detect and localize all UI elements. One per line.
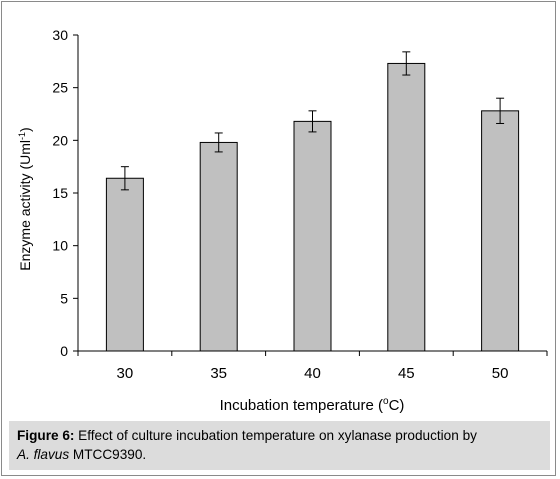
caption-species: A. flavus	[17, 447, 70, 462]
y-tick-label: 25	[52, 80, 68, 96]
x-tick-label: 40	[304, 365, 321, 382]
y-axis-label: Enzyme activity (Uml-1)	[17, 127, 33, 270]
plot-area: 0 5 10 15 20 25 30 30 35 40 45 50	[52, 27, 548, 382]
x-tick-label: 30	[117, 365, 134, 382]
bar	[105, 177, 144, 352]
x-tick-label: 45	[398, 365, 415, 382]
y-tick-label: 5	[60, 290, 68, 306]
y-tick-label: 10	[52, 238, 68, 254]
y-tick-label: 20	[52, 132, 68, 148]
bar	[199, 141, 238, 352]
caption-strain: MTCC9390.	[69, 447, 147, 462]
figure-caption: Figure 6: Effect of culture incubation t…	[9, 421, 550, 470]
y-tick-label: 30	[52, 27, 68, 43]
y-tick-label: 0	[60, 343, 68, 359]
x-axis-label: Incubation temperature (oC)	[220, 396, 405, 414]
bar	[293, 120, 332, 352]
bar	[387, 62, 426, 352]
bar	[481, 110, 520, 352]
y-axis-label-group: Enzyme activity (Uml-1)	[17, 127, 33, 270]
x-tick-label: 35	[210, 365, 227, 382]
y-tick-label: 15	[52, 185, 68, 201]
caption-text: Effect of culture incubation temperature…	[74, 428, 477, 443]
caption-label: Figure 6:	[17, 428, 75, 443]
x-tick-label: 50	[492, 365, 509, 382]
bar-chart: 0 5 10 15 20 25 30 30 35 40 45 50 Enzyme activity (…	[17, 27, 548, 414]
